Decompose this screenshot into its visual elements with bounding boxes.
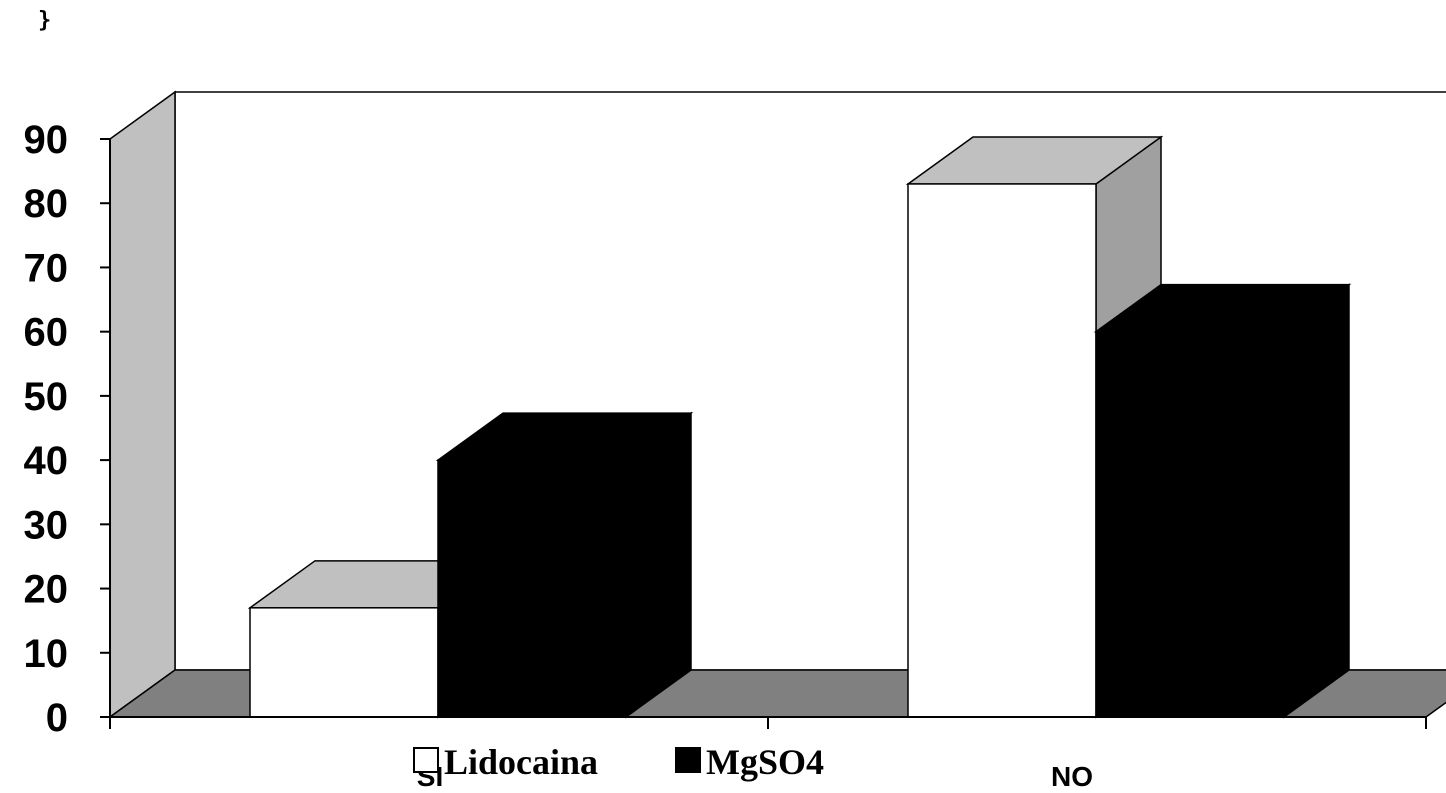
bar-no-mgso4 [1095, 330, 1285, 718]
bar-si-lidocaina [249, 607, 439, 718]
stray-brace-text: } [38, 8, 52, 33]
y-tick-label: 60 [24, 311, 69, 355]
legend-swatch-lidocaina [413, 747, 439, 773]
bar-side-si-mgso4 [625, 411, 692, 719]
y-tick-label: 50 [24, 375, 69, 419]
y-tick-label: 80 [24, 182, 69, 226]
bar-no-lidocaina [907, 183, 1097, 718]
y-tick-label: 40 [24, 439, 69, 483]
bar-side-no-mgso4 [1283, 283, 1350, 719]
x-category-label: NO [1051, 761, 1093, 792]
legend: Lidocaina MgSO4 [413, 742, 824, 782]
legend-swatch-mgso4 [675, 747, 701, 773]
y-tick-label: 20 [24, 568, 69, 612]
legend-label-lidocaina: Lidocaina [444, 742, 598, 782]
y-tick-label: 0 [46, 696, 68, 740]
y-tick-label: 10 [24, 632, 69, 676]
y-tick-label: 70 [24, 246, 69, 290]
y-tick-label: 30 [24, 503, 69, 547]
side-wall [109, 90, 176, 719]
bar-si-mgso4 [437, 459, 627, 718]
y-tick-label: 90 [24, 118, 69, 162]
legend-label-mgso4: MgSO4 [706, 742, 824, 782]
y-tick-labels: 0 10 20 30 40 50 60 70 80 90 [24, 118, 69, 740]
chart-bars [247, 135, 1352, 719]
chart-axes [100, 138, 1427, 729]
